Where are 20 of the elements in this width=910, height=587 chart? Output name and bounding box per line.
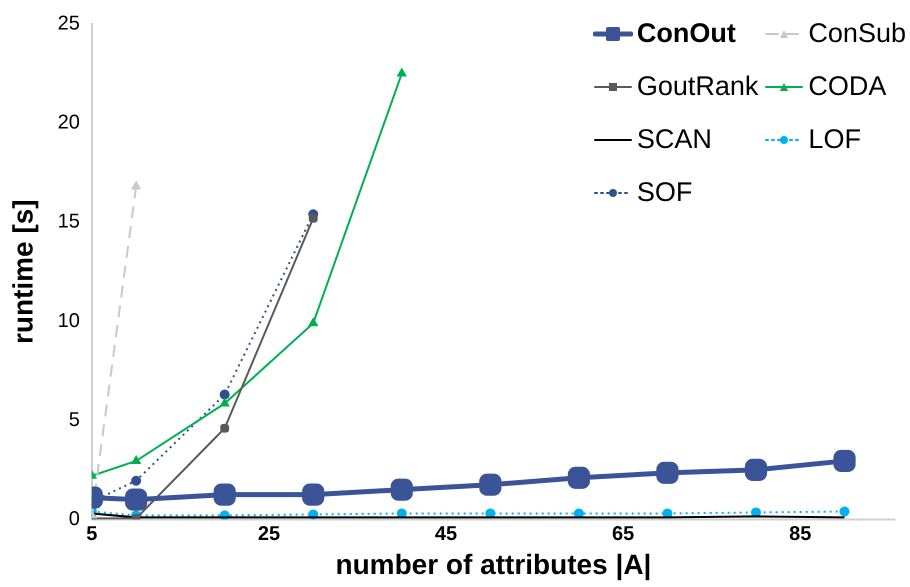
legend-label: CODA [808, 71, 886, 102]
y-tick-label: 25 [58, 12, 80, 35]
legend-label: ConSub [808, 18, 906, 49]
y-tick-label: 15 [58, 210, 80, 233]
legend-label: SOF [636, 177, 692, 208]
x-tick-label: 85 [789, 522, 812, 545]
legend-label: LOF [808, 124, 861, 155]
x-tick-label: 5 [86, 522, 98, 545]
y-tick-label: 0 [68, 508, 80, 530]
x-axis-title: number of attributes |A| [335, 548, 652, 581]
x-tick-label: 65 [612, 522, 634, 545]
x-tick-label: 25 [258, 522, 280, 545]
legend-label: SCAN [636, 124, 712, 155]
y-tick-label: 10 [58, 310, 80, 332]
x-tick-label: 45 [434, 522, 458, 545]
y-tick-label: 5 [68, 408, 80, 431]
y-tick-label: 20 [58, 112, 80, 134]
legend-label: GoutRank [636, 71, 758, 102]
y-axis-title: runtime [s] [8, 199, 39, 344]
legend-label: ConOut [636, 18, 736, 49]
